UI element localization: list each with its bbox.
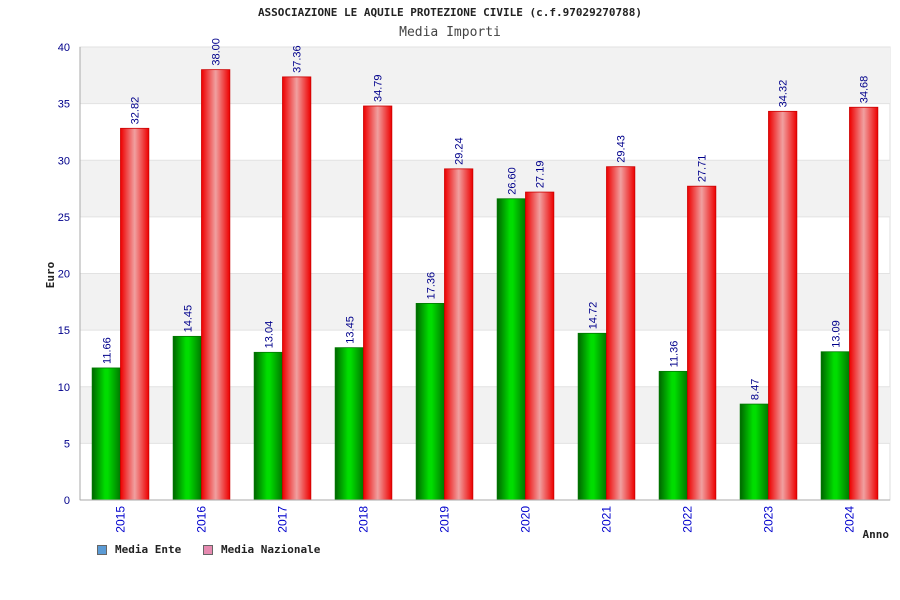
y-tick-label: 15 <box>58 325 70 337</box>
data-label: 38.00 <box>211 38 223 66</box>
y-tick-label: 20 <box>58 269 70 281</box>
x-tick-label: 2024 <box>843 506 857 533</box>
data-label: 8.47 <box>749 379 761 400</box>
bar-media-ente <box>658 370 688 501</box>
y-tick-label: 35 <box>58 99 70 111</box>
bar-media-ente <box>172 335 202 501</box>
x-axis-label: Anno <box>863 528 890 541</box>
legend-swatch-media-ente <box>97 544 107 555</box>
data-label: 13.04 <box>263 321 275 349</box>
data-label: 34.79 <box>373 74 385 102</box>
x-tick-label: 2019 <box>438 506 452 533</box>
bar-media-ente <box>334 347 364 501</box>
data-label: 26.60 <box>506 167 518 195</box>
legend-label-media-ente: Media Ente <box>115 543 182 556</box>
x-tick-label: 2017 <box>276 506 290 533</box>
bar-media-ente <box>496 198 526 501</box>
bar-media-nazionale <box>687 185 717 501</box>
bar-media-nazionale <box>768 110 798 501</box>
bar-media-nazionale <box>282 76 312 501</box>
page-title: ASSOCIAZIONE LE AQUILE PROTEZIONE CIVILE… <box>257 6 643 19</box>
bar-media-nazionale <box>444 168 474 501</box>
data-label: 29.43 <box>616 135 628 163</box>
x-tick-label: 2021 <box>600 506 614 533</box>
data-label: 27.71 <box>697 155 709 183</box>
y-tick-label: 10 <box>58 382 70 394</box>
legend-item-media-nazionale: Media Nazionale <box>203 543 320 556</box>
bar-media-nazionale <box>606 166 636 501</box>
legend-item-media-ente: Media Ente <box>97 543 181 556</box>
bar-media-nazionale <box>363 105 393 501</box>
axes: 0 5 10 15 20 25 30 35 40 Euro Anno 2015 2016 2017 2018… <box>44 42 890 541</box>
data-label: 37.36 <box>292 45 304 73</box>
data-label: 34.32 <box>778 80 790 108</box>
bar-media-nazionale <box>525 191 555 501</box>
data-label: 11.36 <box>668 341 680 368</box>
bar-media-ente <box>739 403 769 501</box>
y-tick-label: 5 <box>64 438 70 450</box>
data-label: 13.09 <box>830 320 842 348</box>
value-labels: 11.66 32.82 14.45 38.00 13.04 37.36 13.45 34.79… <box>101 38 870 400</box>
legend-label-media-nazionale: Media Nazionale <box>221 543 321 556</box>
data-label: 29.24 <box>454 137 466 165</box>
data-label: 14.72 <box>587 302 599 330</box>
data-label: 14.45 <box>182 305 194 333</box>
bar-media-ente <box>91 367 121 501</box>
bar-media-nazionale <box>849 106 879 501</box>
x-tick-label: 2020 <box>519 506 533 533</box>
y-tick-label: 0 <box>64 495 70 507</box>
bar-media-nazionale <box>201 69 231 501</box>
bar-media-ente <box>253 351 283 501</box>
data-label: 17.36 <box>425 272 437 300</box>
x-tick-label: 2015 <box>114 506 128 533</box>
bars <box>91 69 879 501</box>
legend-swatch-media-nazionale <box>203 544 213 555</box>
y-tick-label: 30 <box>58 155 70 167</box>
data-label: 13.45 <box>344 316 356 344</box>
chart-title: Media Importi <box>399 25 501 40</box>
y-axis-label: Euro <box>44 261 57 288</box>
bar-media-ente <box>820 351 850 501</box>
data-label: 34.68 <box>859 76 871 104</box>
data-label: 32.82 <box>130 97 142 125</box>
x-tick-label: 2023 <box>762 506 776 533</box>
y-tick-label: 40 <box>58 42 70 54</box>
bar-media-ente <box>577 332 607 501</box>
data-label: 27.19 <box>535 161 547 189</box>
x-tick-label: 2022 <box>681 506 695 533</box>
x-tick-label: 2018 <box>357 506 371 533</box>
bar-media-ente <box>415 302 445 501</box>
bar-media-nazionale <box>120 127 150 501</box>
x-tick-label: 2016 <box>195 506 209 533</box>
y-tick-label: 25 <box>58 212 70 224</box>
data-label: 11.66 <box>101 337 113 364</box>
